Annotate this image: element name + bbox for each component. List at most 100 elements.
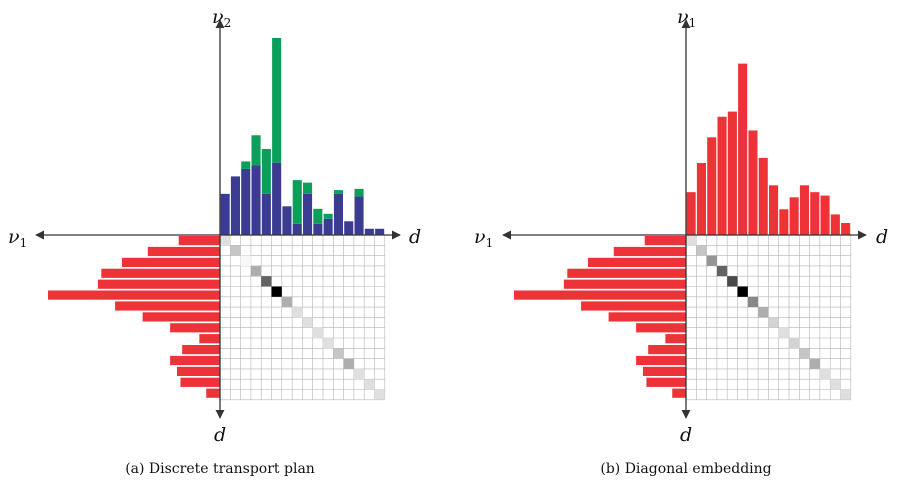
left-bar xyxy=(180,377,220,387)
diagonal-cell xyxy=(343,358,354,369)
top-bar xyxy=(261,193,271,235)
top-bar-stacked xyxy=(251,135,261,166)
diagonal-cell xyxy=(364,379,375,390)
top-bar xyxy=(241,168,251,235)
left-bar xyxy=(97,279,220,289)
top-bar xyxy=(748,130,758,235)
diagonal-cell xyxy=(778,327,789,338)
diagonal-cell xyxy=(747,296,759,308)
top-bar-stacked xyxy=(313,208,323,224)
diagonal-cell xyxy=(353,368,365,380)
top-bar xyxy=(354,196,364,235)
top-bar xyxy=(769,185,779,235)
left-bar xyxy=(101,268,220,278)
top-bar xyxy=(799,185,809,235)
diagonal-cell xyxy=(261,276,272,287)
panel-a-left-axis-label: ν1 xyxy=(8,226,27,250)
diagonal-cell xyxy=(302,317,313,328)
panel-b: ν1 ν1 d d (b) Diagonal embedding xyxy=(474,6,888,477)
panel-b-top-histogram xyxy=(686,63,851,235)
panel-b-right-axis-label: d xyxy=(876,226,888,248)
panel-a-left-histogram xyxy=(48,236,220,398)
diagonal-cell xyxy=(333,348,344,359)
left-bar xyxy=(170,323,220,333)
diagonal-cell xyxy=(737,286,748,297)
left-bar xyxy=(177,366,220,376)
panel-a-caption: (a) Discrete transport plan xyxy=(125,461,315,477)
top-bar xyxy=(789,197,799,235)
panel-b-left-axis-label: ν1 xyxy=(474,226,493,250)
top-bar xyxy=(364,228,374,235)
left-bar xyxy=(182,345,220,355)
panel-b-caption: (b) Diagonal embedding xyxy=(600,461,771,477)
left-bar xyxy=(636,323,686,333)
top-bar xyxy=(251,165,261,235)
diagonal-cell xyxy=(799,348,810,359)
left-bar xyxy=(514,290,686,300)
diagonal-cell xyxy=(696,245,707,256)
diagonal-cell xyxy=(240,255,251,266)
diagonal-cell xyxy=(706,255,717,266)
diagonal-cell xyxy=(819,368,831,380)
diagonal-cell xyxy=(281,296,293,308)
left-bar xyxy=(206,388,220,398)
panel-a-up-axis-label: ν2 xyxy=(212,6,231,30)
top-bar xyxy=(738,63,748,235)
diagonal-cell xyxy=(758,307,769,318)
diagonal-cell xyxy=(809,358,820,369)
top-bar xyxy=(717,116,727,235)
panel-a: ν2 ν1 d d (a) Discrete transport plan xyxy=(8,6,421,477)
panel-a-right-axis-label: d xyxy=(409,226,421,248)
top-bar xyxy=(758,157,768,235)
left-bar xyxy=(567,268,686,278)
diagonal-cell xyxy=(250,265,262,277)
left-bar xyxy=(48,290,220,300)
top-bar-stacked xyxy=(323,213,333,219)
top-bar xyxy=(282,206,292,235)
top-bar xyxy=(779,209,789,235)
diagonal-cell xyxy=(768,317,779,328)
top-bar xyxy=(375,228,385,235)
top-bar xyxy=(272,162,282,235)
diagonal-cell xyxy=(374,389,385,400)
top-bar-stacked xyxy=(241,161,251,169)
left-bar xyxy=(643,366,686,376)
top-bar xyxy=(344,221,354,235)
left-bar xyxy=(636,355,686,366)
panel-b-diagonal-cells xyxy=(686,235,851,400)
top-bar-stacked xyxy=(292,180,302,224)
diagonal-cell xyxy=(830,379,841,390)
top-bar xyxy=(820,195,830,235)
panel-b-left-histogram xyxy=(514,236,686,398)
diagonal-cell xyxy=(312,327,323,338)
left-bar xyxy=(665,334,686,344)
top-bar-stacked xyxy=(354,188,364,197)
left-bar xyxy=(147,246,220,257)
top-bar xyxy=(313,223,323,235)
left-bar xyxy=(115,301,220,311)
top-bar-stacked xyxy=(303,182,313,194)
diagonal-cell xyxy=(271,286,282,297)
top-bar xyxy=(292,223,302,235)
diagonal-cell xyxy=(220,235,231,246)
diagonal-cell xyxy=(230,245,241,256)
top-bar xyxy=(830,214,840,235)
left-bar xyxy=(613,246,686,257)
diagonal-cell xyxy=(840,389,851,400)
left-bar xyxy=(199,334,220,344)
diagonal-cell xyxy=(716,265,728,277)
top-bar xyxy=(810,192,820,235)
left-bar xyxy=(581,301,686,311)
diagonal-cell xyxy=(323,338,334,349)
left-bar xyxy=(646,377,686,387)
left-bar xyxy=(563,279,686,289)
top-bar xyxy=(323,218,333,235)
panel-a-top-histogram xyxy=(220,38,385,235)
diagonal-cell xyxy=(789,338,800,349)
top-bar xyxy=(696,163,706,235)
left-bar xyxy=(672,388,686,398)
top-bar xyxy=(841,223,851,235)
left-bar xyxy=(178,236,220,246)
top-bar xyxy=(303,193,313,235)
